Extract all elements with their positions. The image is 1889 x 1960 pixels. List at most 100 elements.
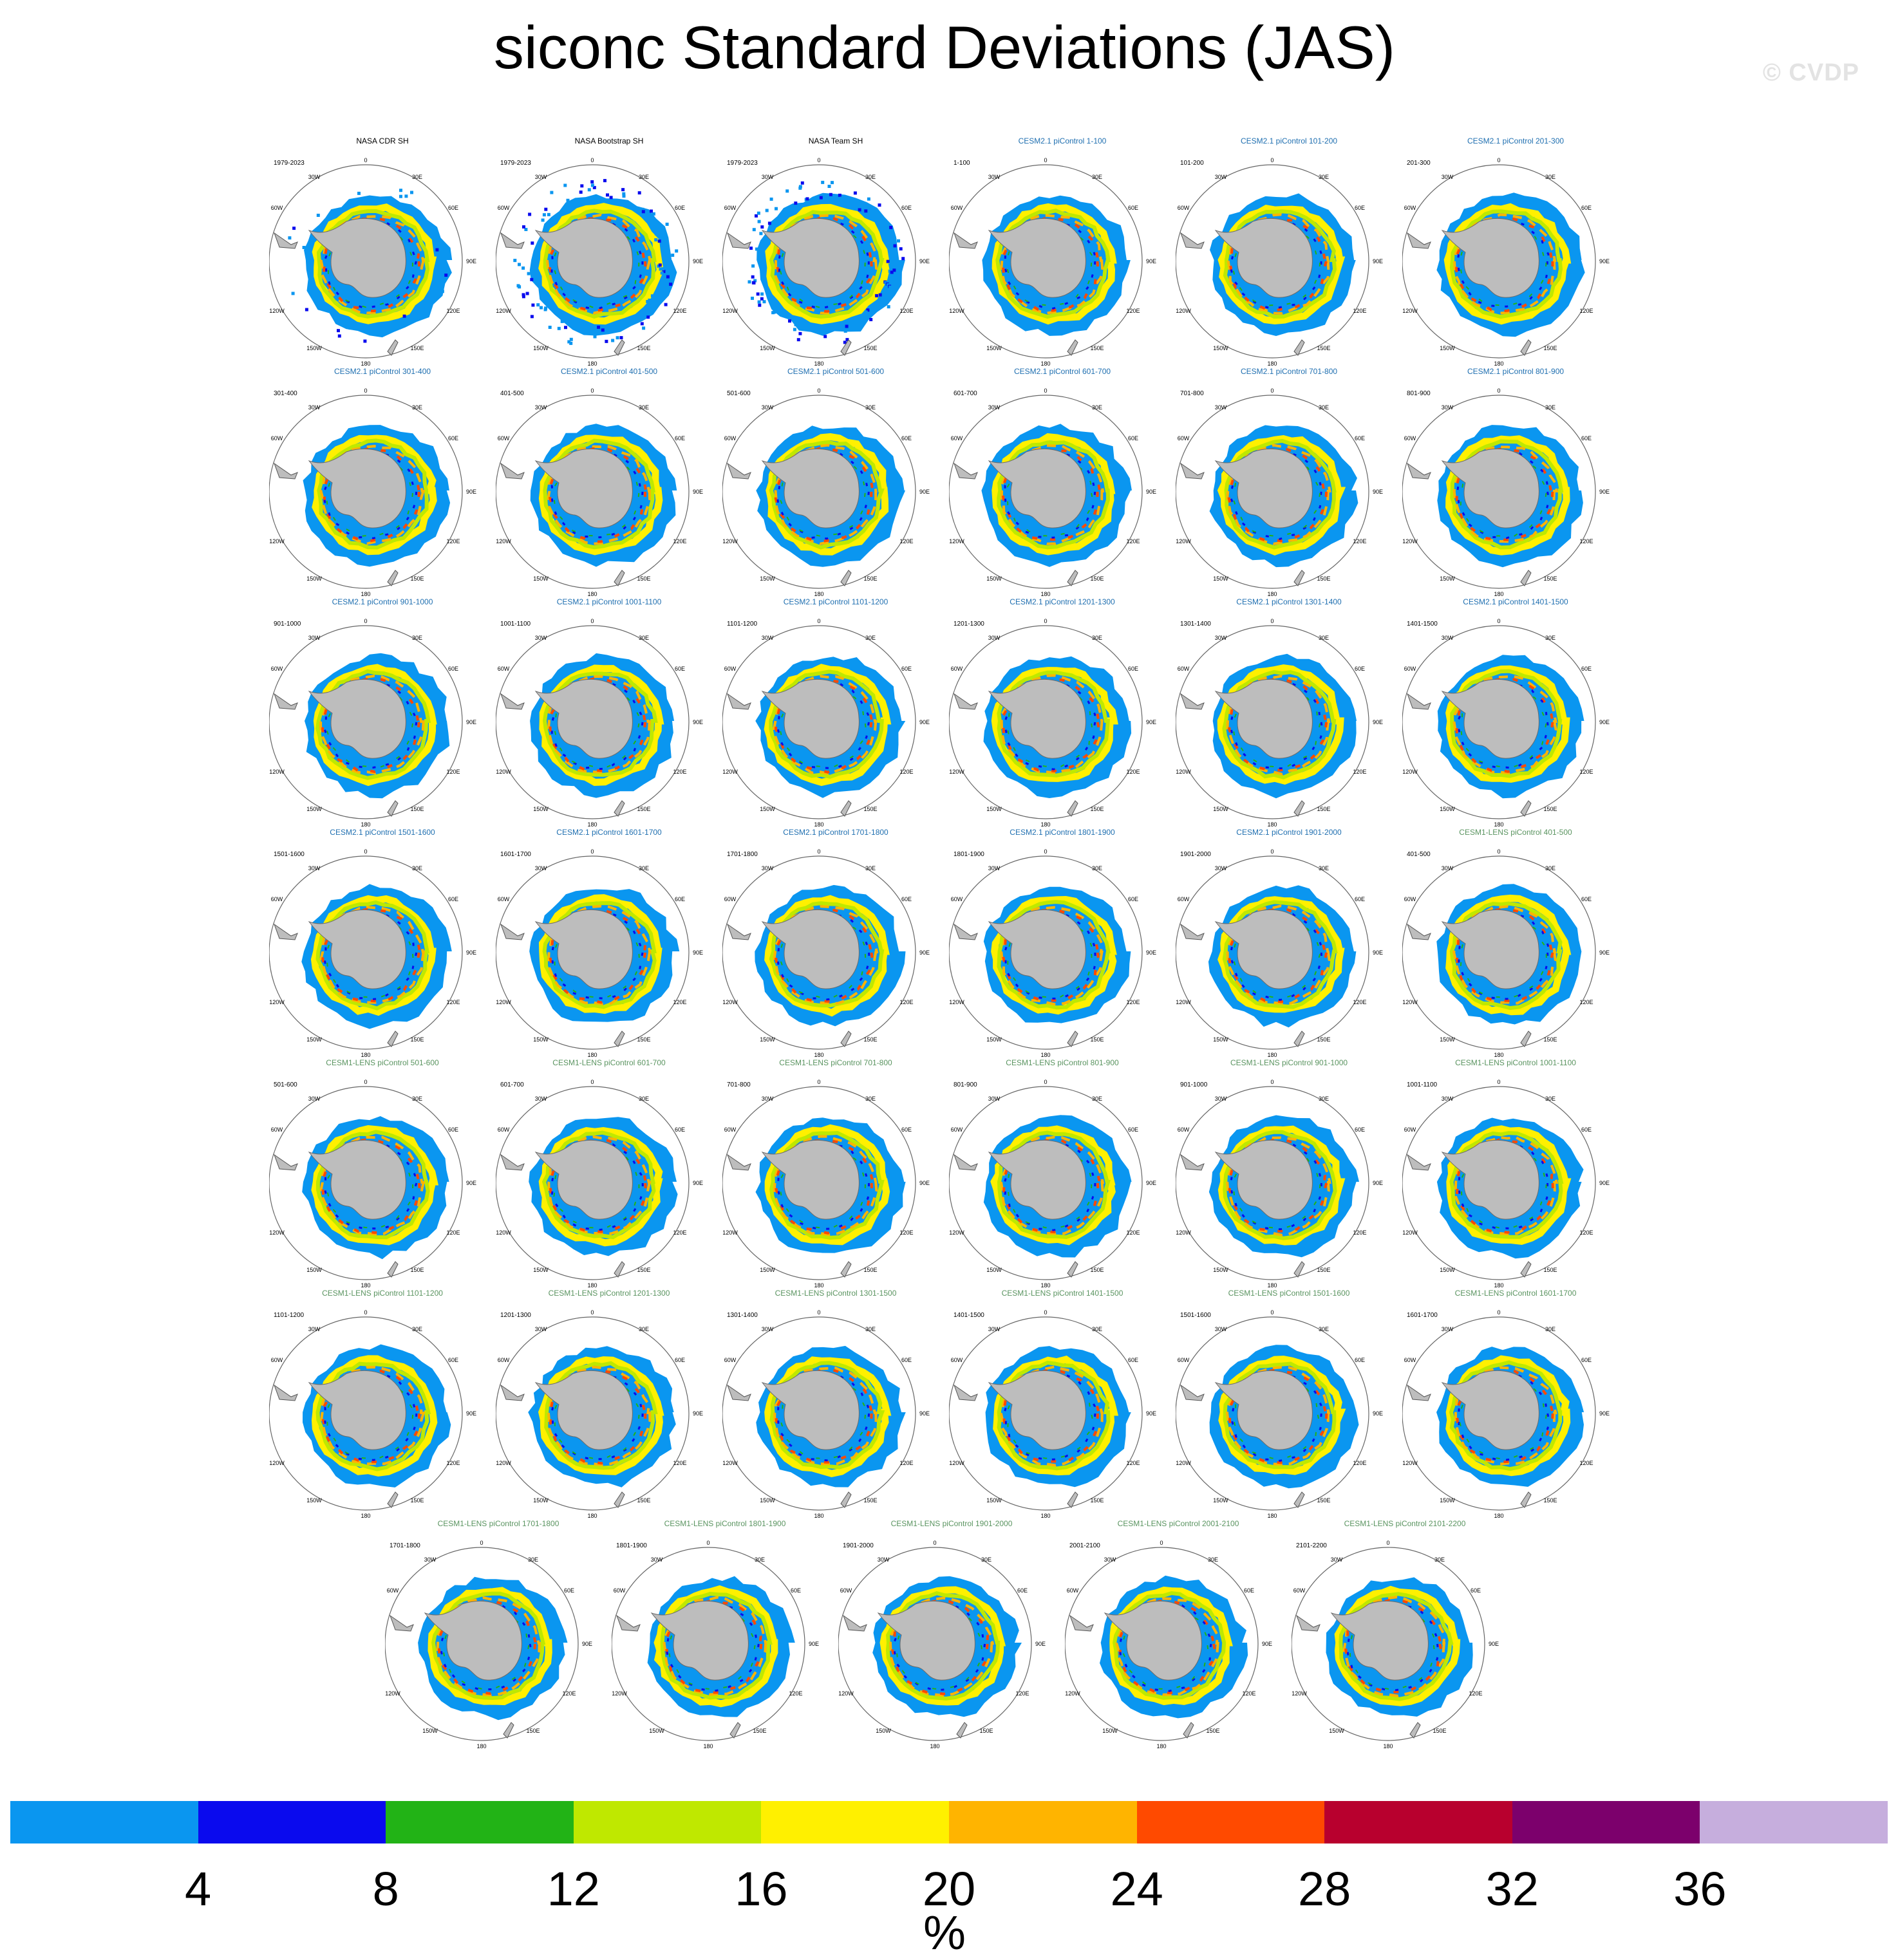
ice-band-20pct	[993, 1356, 1119, 1476]
label-lon-30w: 30W	[988, 1326, 1001, 1332]
label-lon-150w: 150W	[1213, 575, 1228, 582]
label-lon-150e: 150E	[637, 345, 650, 351]
label-lon-120e: 120E	[562, 1690, 576, 1697]
ice-speckle	[650, 304, 654, 308]
ice-speckle	[840, 196, 843, 200]
antarctica-land	[534, 910, 633, 989]
label-lon-150w: 150W	[533, 345, 549, 351]
south-america-land	[500, 1384, 525, 1401]
ice-speckle	[747, 280, 751, 284]
ice-speckle	[664, 303, 668, 306]
new-zealand-land	[1067, 339, 1078, 356]
colorbar-box	[573, 1801, 762, 1843]
label-lon-150w: 150W	[1213, 1036, 1228, 1043]
ice-speckle	[305, 308, 308, 312]
label-lon-60e: 60E	[1355, 1357, 1365, 1363]
label-lon-150e: 150E	[1543, 575, 1557, 582]
map-panel: CESM1-LENS piControl 1201-1300 1201-1300 0…	[496, 1289, 722, 1533]
colorbar-box	[761, 1801, 950, 1843]
polar-stereographic-map: 030W30E60W60E90W90E120W120E150W150E180	[949, 1079, 1156, 1289]
label-lon-30w: 30W	[424, 1556, 437, 1563]
panel-years: 801-900	[954, 1081, 977, 1088]
ice-speckle	[530, 277, 534, 281]
ice-speckle	[648, 298, 652, 302]
ice-speckle	[897, 239, 900, 243]
map-panel: CESM2.1 piControl 1801-1900 1801-1900 0 30W…	[949, 828, 1176, 1072]
antarctica-land	[534, 449, 633, 528]
ice-band-28pct	[1228, 908, 1328, 1003]
label-lon-90e: 90E	[1373, 949, 1383, 956]
panel-title: CESM2.1 piControl 401-500	[560, 367, 658, 376]
ice-band-20pct	[312, 203, 437, 324]
ice-speckle	[632, 315, 636, 319]
label-lon-180: 180	[814, 1282, 823, 1289]
label-lon-90e: 90E	[466, 1410, 476, 1417]
label-lon-30w: 30W	[535, 1096, 547, 1102]
antarctica-land	[534, 679, 633, 759]
label-lon-60w: 60W	[1404, 205, 1416, 211]
panel-years: 901-1000	[1180, 1081, 1208, 1088]
ice-band-24pct	[547, 904, 652, 1005]
map-panel: CESM2.1 piControl 1001-1100 1001-1100 0 30W…	[496, 597, 722, 842]
ice-speckle	[444, 274, 448, 277]
label-lon-60w: 60W	[271, 1126, 283, 1133]
ice-speckle	[579, 191, 583, 194]
label-lon-120w: 120W	[496, 308, 511, 314]
panel-years: 1301-1400	[1180, 621, 1211, 628]
ice-band-28pct	[548, 217, 647, 313]
ice-speckle	[292, 227, 296, 230]
ice-speckle	[524, 228, 528, 231]
south-america-land	[726, 232, 751, 249]
ice-band-8pct	[892, 1601, 986, 1692]
ice-band-16pct	[997, 670, 1111, 778]
label-lon-30w: 30W	[535, 865, 547, 872]
ice-speckle	[887, 305, 890, 309]
ice-band-8pct	[1230, 1370, 1323, 1462]
ice-speckle	[805, 197, 809, 201]
ice-band-28pct	[1001, 678, 1101, 773]
label-lon-120w: 120W	[722, 308, 738, 314]
south-america-land	[273, 1153, 298, 1171]
ice-speckle	[337, 329, 340, 333]
ice-band-16pct	[1222, 669, 1337, 779]
label-lon-150e: 150E	[410, 1036, 424, 1043]
south-america-land	[1406, 1153, 1431, 1171]
label-lon-0: 0	[1044, 848, 1047, 855]
label-lon-0: 0	[364, 618, 367, 624]
label-lon-150e: 150E	[410, 575, 424, 582]
label-lon-0: 0	[1270, 387, 1273, 394]
ice-speckle	[873, 210, 877, 214]
new-zealand-land	[1520, 1491, 1532, 1508]
label-lon-90e: 90E	[1146, 719, 1156, 725]
label-lon-60w: 60W	[498, 896, 510, 902]
panel-title: CESM1-LENS piControl 1901-2000	[890, 1519, 1013, 1528]
label-lon-150w: 150W	[422, 1728, 438, 1734]
label-lon-120w: 120W	[949, 999, 964, 1005]
ice-speckle	[864, 310, 868, 314]
south-america-land	[1179, 923, 1205, 940]
label-lon-60e: 60E	[791, 1587, 801, 1594]
ice-band-8pct	[1003, 911, 1097, 1000]
ice-speckle	[567, 340, 571, 344]
new-zealand-land	[1520, 1031, 1532, 1047]
label-lon-180: 180	[1040, 591, 1050, 597]
label-lon-120e: 120E	[1015, 1690, 1029, 1697]
ice-band-16pct	[769, 669, 884, 779]
label-lon-0: 0	[1044, 157, 1047, 163]
panel-title: CESM1-LENS piControl 1601-1700	[1454, 1289, 1577, 1298]
new-zealand-land	[1520, 1261, 1532, 1278]
ice-band-24pct	[547, 445, 652, 545]
ice-speckle	[646, 315, 650, 319]
ice-speckle	[531, 303, 535, 307]
ice-speckle	[288, 236, 292, 240]
ice-band-24pct	[774, 443, 878, 545]
label-lon-180: 180	[1040, 1052, 1050, 1058]
map-panel: CESM2.1 piControl 401-500 401-500 0 30W 30E 6…	[496, 367, 722, 611]
label-lon-120e: 120E	[1353, 308, 1366, 314]
label-lon-60w: 60W	[951, 205, 963, 211]
ice-band-24pct	[319, 674, 425, 775]
ice-band-16pct	[317, 438, 429, 550]
label-lon-60w: 60W	[271, 1357, 283, 1363]
ice-speckle	[891, 244, 895, 248]
map-panel: CESM1-LENS piControl 701-800 701-800 0 30W 3…	[722, 1058, 949, 1303]
